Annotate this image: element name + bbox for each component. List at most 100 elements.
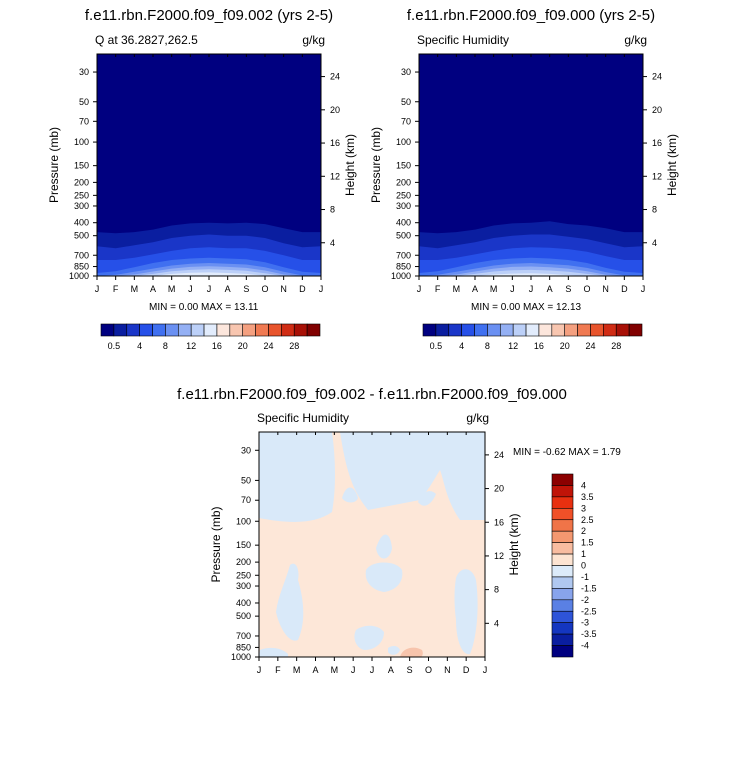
stats-line: MIN = 0.00 MAX = 13.11 <box>149 302 259 313</box>
stats-min: -0.62 <box>540 447 568 458</box>
y-tick-label: 70 <box>401 116 411 126</box>
y-axis-label: Pressure (mb) <box>209 506 223 582</box>
colorbar-box <box>487 323 501 337</box>
y-tick-label: 250 <box>74 190 89 200</box>
y-axis-label-right: Height (km) <box>343 134 357 196</box>
y-tick-label: 500 <box>396 231 411 241</box>
y-tick-label: 400 <box>396 218 411 228</box>
x-tick-label: S <box>243 284 249 294</box>
colorbar-box <box>564 323 578 337</box>
stats-max: 13.11 <box>231 302 258 313</box>
negative-anomaly-4 <box>365 562 403 592</box>
colorbar-box <box>551 530 574 543</box>
colorbar-box <box>551 610 574 623</box>
colorbar-label: 2 <box>581 526 586 536</box>
y-right-tick-label: 16 <box>330 138 340 148</box>
colorbar-box <box>551 599 574 612</box>
colorbar-box <box>551 519 574 532</box>
y-tick-label: 250 <box>396 190 411 200</box>
stats-min: 0.00 <box>176 302 201 313</box>
right-subtitle: g/kg <box>302 33 325 47</box>
y-tick-label: 100 <box>236 516 251 526</box>
colorbar-box <box>551 323 566 337</box>
x-tick-label: J <box>483 665 488 675</box>
y-right-tick-label: 20 <box>330 105 340 115</box>
colorbar-box <box>538 323 553 337</box>
contour-level-10 <box>419 269 643 276</box>
y-axis-label: Pressure (mb) <box>47 127 61 203</box>
colorbar: 4 3.53 2.52 1.51 0-1-1.5 -2-2.5 -3-3.5 -4 <box>551 473 597 658</box>
colorbar-box <box>551 565 574 578</box>
chart-title: f.e11.rbn.F2000.f09_f09.000 (yrs 2-5) <box>407 7 655 24</box>
negative-anomaly-6 <box>454 569 478 655</box>
x-tick-label: M <box>490 284 498 294</box>
colorbar-box <box>512 323 527 337</box>
left-subtitle: Specific Humidity <box>417 33 509 47</box>
y-tick-label: 700 <box>236 631 251 641</box>
x-tick-label: D <box>299 284 306 294</box>
colorbar-label: 8 <box>163 341 168 351</box>
x-tick-label: O <box>425 665 432 675</box>
x-tick-label: N <box>444 665 451 675</box>
chart-panel-3: f.e11.rbn.F2000.f09_f09.002 - f.e11.rbn.… <box>177 386 621 675</box>
colorbar-box <box>203 323 218 337</box>
contour-level-12 <box>97 272 321 276</box>
y-tick-label: 200 <box>74 177 89 187</box>
x-tick-label: J <box>95 284 100 294</box>
y-tick-label: 300 <box>236 581 251 591</box>
stats-max: 12.13 <box>553 302 581 313</box>
y-tick-label: 500 <box>74 231 89 241</box>
chart-title: f.e11.rbn.F2000.f09_f09.002 (yrs 2-5) <box>85 7 333 24</box>
y-tick-label: 1000 <box>391 271 411 281</box>
colorbar-box <box>551 553 574 566</box>
colorbar-label: 24 <box>585 341 595 351</box>
colorbar-box <box>152 323 166 337</box>
colorbar-box <box>551 473 574 486</box>
x-tick-label: A <box>312 665 318 675</box>
colorbar-label: 16 <box>534 341 544 351</box>
colorbar: 0.5 4 8 12 16 20 24 28 <box>422 323 643 351</box>
plot-area <box>259 432 485 657</box>
colorbar-label: -1 <box>581 572 589 582</box>
x-tick-label: O <box>261 284 268 294</box>
colorbar-box <box>448 323 462 337</box>
stats-min: 0.00 <box>498 302 523 313</box>
y-right-tick-label: 12 <box>652 171 662 181</box>
colorbar-box <box>474 323 488 337</box>
colorbar-box <box>100 323 115 337</box>
right-subtitle: g/kg <box>466 411 489 425</box>
plot-area <box>419 54 643 276</box>
colorbar-label: 0.5 <box>108 341 121 351</box>
colorbar-label: 28 <box>289 341 299 351</box>
x-tick-label: J <box>529 284 534 294</box>
y-right-tick-label: 20 <box>494 484 504 494</box>
y-right-tick-label: 24 <box>652 72 662 82</box>
y-tick-label: 30 <box>401 67 411 77</box>
colorbar-label: 3 <box>581 503 586 513</box>
x-tick-label: J <box>370 665 375 675</box>
colorbar-box <box>551 622 574 635</box>
left-subtitle: Specific Humidity <box>257 411 349 425</box>
y-right-tick-label: 24 <box>330 72 340 82</box>
colorbar-box <box>628 323 643 337</box>
y-axis-label-right: Height (km) <box>507 513 521 575</box>
y-right-tick-label: 4 <box>652 238 657 248</box>
x-tick-label: A <box>150 284 156 294</box>
y-right-tick-label: 8 <box>652 205 657 215</box>
x-tick-label: M <box>453 284 461 294</box>
colorbar-box <box>577 323 591 337</box>
y-axis-label-right: Height (km) <box>665 134 679 196</box>
x-tick-label: M <box>293 665 301 675</box>
colorbar-label: 3.5 <box>581 492 594 502</box>
colorbar-box <box>242 323 256 337</box>
colorbar-box <box>551 508 574 521</box>
y-right-tick-label: 16 <box>494 517 504 527</box>
colorbar-label: 20 <box>238 341 248 351</box>
region-upper-negative <box>259 432 485 522</box>
chart-title: f.e11.rbn.F2000.f09_f09.002 - f.e11.rbn.… <box>177 386 567 403</box>
x-tick-label: F <box>113 284 119 294</box>
x-tick-label: M <box>131 284 139 294</box>
colorbar-label: -3.5 <box>581 629 597 639</box>
colorbar-box <box>216 323 231 337</box>
colorbar-label: 1 <box>581 549 586 559</box>
